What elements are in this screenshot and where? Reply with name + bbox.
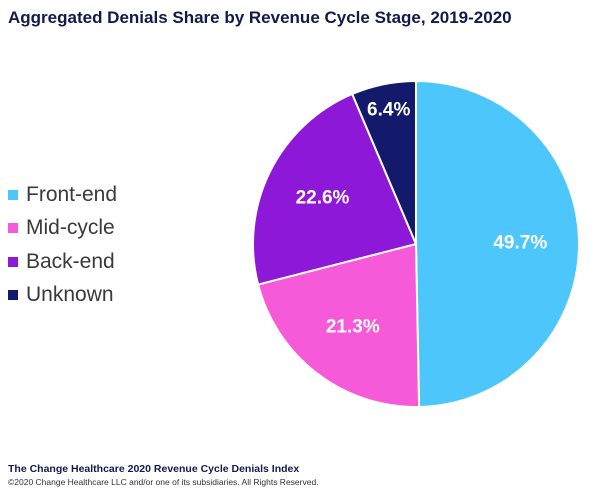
footer-title: The Change Healthcare 2020 Revenue Cycle…	[8, 463, 300, 475]
legend-item-back-end: Back-end	[8, 245, 218, 279]
legend-item-unknown: Unknown	[8, 279, 218, 313]
legend-item-mid-cycle: Mid-cycle	[8, 212, 218, 246]
legend-swatch	[8, 223, 18, 234]
chart-title: Aggregated Denials Share by Revenue Cycl…	[8, 8, 512, 27]
legend-label: Back-end	[26, 249, 115, 273]
legend-swatch	[8, 256, 18, 267]
legend-label: Mid-cycle	[26, 216, 115, 240]
slice-label-mid-cycle: 21.3%	[326, 317, 380, 338]
legend-swatch	[8, 189, 18, 200]
legend-swatch	[8, 290, 18, 301]
legend-item-front-end: Front-end	[8, 178, 218, 212]
pie-slice-mid-cycle	[256, 242, 421, 408]
pie-slice-front-end	[415, 79, 580, 408]
pie-slice-unknown	[350, 79, 417, 245]
slice-label-back-end: 22.6%	[296, 187, 350, 208]
pie-slice-back-end	[252, 92, 418, 286]
slice-label-front-end: 49.7%	[493, 233, 547, 254]
footer-copyright: ©2020 Change Healthcare LLC and/or one o…	[8, 477, 319, 487]
slice-label-unknown: 6.4%	[367, 99, 410, 120]
legend: Front-end Mid-cycle Back-end Unknown	[8, 178, 218, 312]
legend-label: Unknown	[26, 283, 114, 307]
legend-label: Front-end	[26, 182, 118, 206]
